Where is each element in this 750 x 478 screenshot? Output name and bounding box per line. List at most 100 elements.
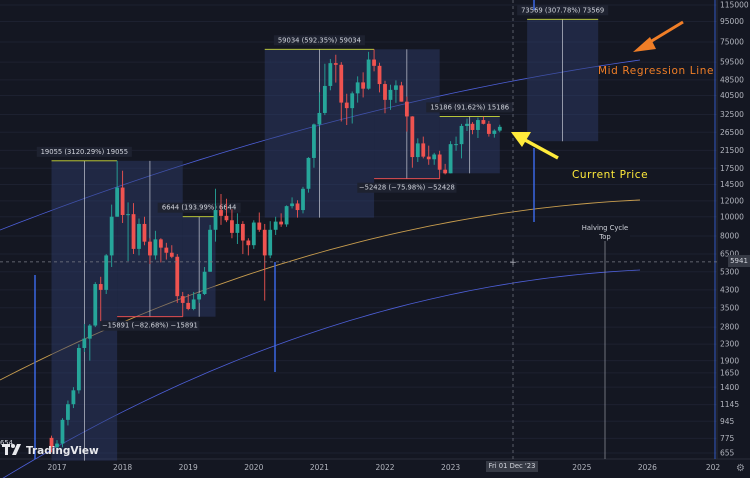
candle-body (175, 256, 180, 297)
range-label-bg (157, 202, 241, 213)
time-tick-label: 2020 (244, 463, 263, 472)
halving-top-label-line1: Halving Cycle (582, 224, 628, 232)
candle-body (131, 214, 136, 249)
candle-body (71, 390, 76, 405)
candle-body (454, 144, 458, 146)
price-tick-label: 40500 (720, 91, 744, 100)
gear-icon[interactable]: ⚙ (736, 463, 745, 474)
candle-body (295, 203, 300, 211)
candle-body (76, 347, 81, 391)
yellow-arrow-head (511, 132, 531, 147)
candle-body (290, 203, 294, 207)
candle-body (279, 221, 284, 225)
time-tick-label: 2025 (572, 463, 591, 472)
candle-body (383, 84, 387, 100)
time-tick-label: 2026 (638, 463, 657, 472)
candle-body (421, 143, 426, 157)
candle-body (426, 156, 431, 160)
candle-body (481, 120, 486, 124)
candle-body (60, 419, 65, 444)
crosshair-date-label: Fri 01 Dec '23 (486, 461, 538, 472)
candle-body (415, 143, 420, 158)
candle-body (93, 284, 98, 326)
left-edge-price-label: 654 (0, 439, 13, 447)
price-tick-label: 48500 (720, 75, 744, 84)
candle-body (306, 157, 311, 189)
price-tick-label: 75000 (720, 38, 744, 47)
time-tick-label: 2022 (375, 463, 394, 472)
price-tick-label: 95000 (720, 17, 744, 26)
price-tick-label: 1400 (720, 383, 739, 392)
price-tick-label: 775 (720, 434, 735, 443)
candle-body (55, 443, 59, 448)
candle-body (437, 154, 442, 170)
candles (49, 49, 502, 453)
current-price-annotation: Current Price (572, 169, 648, 181)
upper-channel-line (0, 59, 641, 231)
range-label: 73569 (307.78%) 73569 (521, 6, 604, 14)
price-tick-label: 59500 (720, 58, 744, 67)
candle-body (377, 65, 382, 85)
price-tick-label: 3500 (720, 303, 739, 312)
candle-body (366, 59, 371, 89)
candle-body (153, 239, 158, 256)
price-tick-label: 1145 (720, 400, 739, 409)
price-tick-label: 14500 (720, 180, 744, 189)
candle-body (180, 296, 185, 303)
candle-body (120, 187, 125, 216)
range-label-bg (36, 146, 132, 157)
candle-body (355, 82, 360, 94)
candle-body (82, 338, 87, 348)
candle-body (109, 216, 114, 256)
price-tick-label: 26500 (720, 128, 744, 137)
candle-body (115, 187, 120, 217)
candle-body (465, 123, 469, 126)
price-tick-label: 6500 (720, 250, 739, 259)
time-axis: 2017 2018 2019 2020 2021 2022 2023 2025 2026 202 (47, 463, 720, 472)
tradingview-logo-text: TradingView (26, 445, 99, 457)
price-tick-label: 2800 (720, 323, 739, 332)
candle-body (344, 102, 349, 109)
price-tick-label: 12000 (720, 197, 744, 206)
price-tick-label: 2300 (720, 340, 739, 349)
crosshair-price-label: 5941 (728, 255, 750, 267)
candle-body (213, 210, 218, 230)
candle-body (312, 124, 316, 158)
price-tick-label: 945 (720, 417, 735, 426)
candle-body (328, 63, 333, 86)
price-tick-label: 8000 (720, 232, 739, 241)
halving-top-label-bg (580, 221, 630, 241)
candle-body (262, 229, 267, 256)
price-tick-label: 17500 (720, 164, 744, 173)
candle-body (339, 64, 344, 103)
candle-body (333, 63, 338, 65)
candle-body (388, 89, 393, 100)
time-tick-label: 202 (706, 463, 721, 472)
candle-body (158, 239, 163, 248)
candle-body (448, 144, 453, 174)
candle-body (251, 222, 256, 246)
candle-body (87, 325, 92, 339)
price-tick-label: 4300 (720, 285, 739, 294)
candle-body (230, 220, 234, 233)
candle-body (169, 252, 174, 257)
time-tick-label: 2017 (47, 463, 66, 472)
candle-body (208, 229, 212, 272)
time-tick-label: 2018 (113, 463, 132, 472)
price-tick-label: 655 (720, 449, 735, 458)
candle-body (476, 120, 480, 130)
halving-top-label-line2: Top (598, 233, 610, 241)
candle-body (66, 404, 70, 420)
candle-body (486, 123, 491, 134)
candle-body (268, 229, 273, 256)
range-label: 6644 (193.99%) 6644 (162, 204, 236, 212)
range-label-bg (273, 35, 365, 46)
candle-body (191, 299, 196, 309)
candle-body (492, 130, 497, 134)
range-label-bg (426, 102, 514, 113)
price-tick-label: 5300 (720, 267, 739, 276)
orange-arrow-head (633, 37, 656, 52)
candle-body (219, 210, 223, 216)
